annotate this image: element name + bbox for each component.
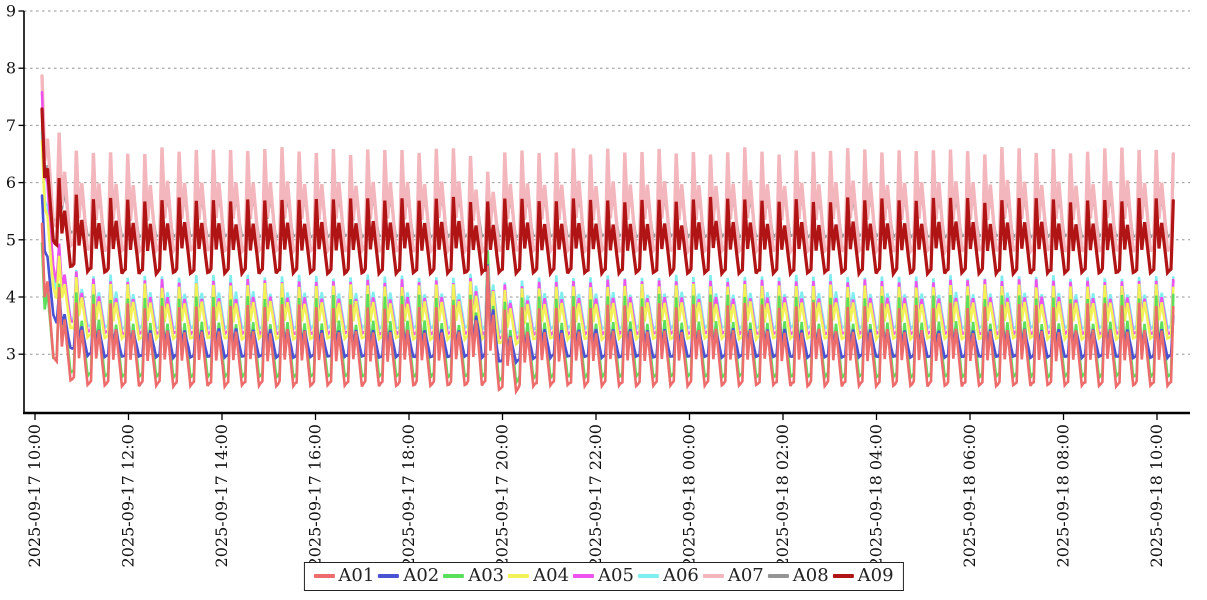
x-tick-label: 2025-09-18 10:00: [1147, 424, 1166, 567]
legend-swatch-a05: [573, 574, 595, 579]
legend-swatch-a01: [313, 574, 335, 579]
legend-item-a08: A08: [767, 565, 829, 588]
legend-label: A09: [857, 565, 894, 586]
series-line-A03: [40, 241, 1175, 387]
x-tick-label: 2025-09-17 12:00: [119, 424, 138, 567]
legend-label: A07: [727, 565, 764, 586]
x-tick-label: 2025-09-17 20:00: [493, 424, 512, 567]
x-tick-label: 2025-09-17 14:00: [212, 424, 231, 567]
y-tick-label: 6: [6, 173, 16, 192]
legend-swatch-a06: [637, 574, 659, 579]
legend-swatch-a09: [832, 574, 854, 579]
legend-label: A01: [338, 565, 375, 586]
x-tick-label: 2025-09-17 10:00: [25, 424, 44, 567]
x-tick-label: 2025-09-18 00:00: [680, 424, 699, 567]
legend-item-a09: A09: [832, 565, 894, 588]
legend-label: A06: [662, 565, 699, 586]
x-tick-label: 2025-09-17 16:00: [306, 424, 325, 567]
legend-swatch-a02: [378, 574, 400, 579]
series-line-A07: [40, 74, 1176, 258]
legend-label: A08: [792, 565, 829, 586]
y-tick-label: 4: [6, 288, 16, 307]
y-tick-label: 7: [6, 116, 16, 135]
legend-label: A02: [403, 565, 440, 586]
legend-item-a07: A07: [702, 565, 764, 588]
y-tick-label: 8: [6, 59, 16, 78]
y-tick-label: 3: [6, 345, 16, 364]
legend-item-a06: A06: [637, 565, 699, 588]
legend-swatch-a03: [443, 574, 465, 579]
y-tick-label: 5: [6, 230, 16, 249]
series-line-A09: [40, 107, 1175, 279]
x-tick-label: 2025-09-18 04:00: [867, 424, 886, 567]
series-line-A06: [40, 130, 1175, 337]
x-tick-label: 2025-09-17 18:00: [399, 424, 418, 567]
legend-swatch-a07: [702, 574, 724, 579]
legend: A01 A02 A03 A04 A05 A06 A07 A08 A09: [303, 562, 904, 591]
legend-item-a05: A05: [573, 565, 634, 588]
series-line-A01: [40, 222, 1175, 396]
series-line-A05: [40, 90, 1175, 342]
legend-swatch-a08: [767, 574, 789, 579]
legend-label: A03: [468, 565, 505, 586]
legend-label: A05: [598, 565, 634, 586]
legend-swatch-a04: [508, 574, 530, 579]
legend-item-a02: A02: [378, 565, 439, 588]
legend-item-a04: A04: [508, 565, 569, 588]
x-tick-label: 2025-09-18 06:00: [960, 424, 979, 567]
legend-item-a01: A01: [313, 565, 374, 588]
x-tick-label: 2025-09-18 08:00: [1054, 424, 1073, 567]
legend-label: A04: [533, 565, 570, 586]
legend-item-a03: A03: [443, 565, 504, 588]
x-tick-label: 2025-09-18 02:00: [773, 424, 792, 567]
x-tick-label: 2025-09-17 22:00: [586, 424, 605, 567]
series-line-A04: [40, 139, 1175, 347]
y-tick-label: 9: [6, 2, 16, 21]
